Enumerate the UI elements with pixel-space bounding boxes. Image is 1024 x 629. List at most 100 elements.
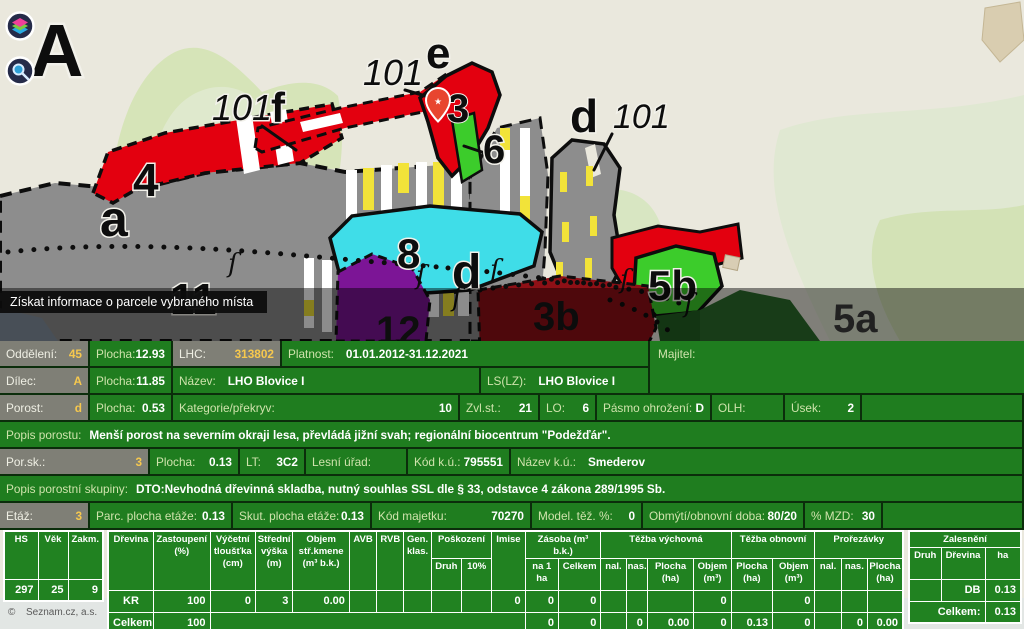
kod-majetku-cell: Kód majetku: 70270 <box>372 503 532 528</box>
zalesneni-row: DB 0.13 <box>908 578 1022 602</box>
lesni-urad-cell: Lesní úřad: <box>306 449 408 474</box>
map-label-e: e <box>426 29 450 78</box>
col-pr-nal: nal. <box>814 557 842 591</box>
species-row-kr: KR 100 0 3 0.00 0 0 0 0 0 <box>107 589 904 613</box>
copyright-icon: © <box>8 607 16 618</box>
map-pin-marker[interactable]: ★ <box>424 86 452 123</box>
porsk-cell: Por.sk.: 3 <box>0 449 150 474</box>
lhc-cell: LHC: 313802 <box>173 341 282 366</box>
oddeleni-cell: Oddělení: 45 <box>0 341 90 366</box>
map-label-5a: 5a <box>833 297 878 341</box>
col-vek: Věk <box>37 530 69 580</box>
parc-plocha-cell: Parc. plocha etáže: 0.13 <box>90 503 233 528</box>
row-etaz: Etáž: 3 Parc. plocha etáže: 0.13 Skut. plo… <box>0 503 1024 530</box>
map-label-f: f <box>271 84 286 131</box>
parcel-info-panel: Oddělení: 45 Plocha: 12.93 LHC: 313802 Plat… <box>0 341 1024 530</box>
nazev-ku-cell: Název k.ú.: Smederov <box>511 449 1024 474</box>
col-pr-plocha: Plocha (ha) <box>866 557 904 591</box>
row-popis-porostu: Popis porostu: Menší porost na severním o… <box>0 422 1024 449</box>
row-porsk: Por.sk.: 3 Plocha: 0.13 LT: 3C2 Lesní úřad:… <box>0 449 1024 476</box>
map-attribution: © Seznam.cz, a.s. <box>8 607 97 618</box>
col-zakm: Zakm. <box>67 530 104 580</box>
map-label-6: 6 <box>483 128 505 172</box>
porost-cell: Porost: d <box>0 395 90 420</box>
col-tv-plocha: Plocha (ha) <box>646 557 695 591</box>
popis-skupiny-cell: Popis porostní skupiny: DTO:Nevhodná dřev… <box>0 476 1024 501</box>
lt-cell: LT: 3C2 <box>240 449 306 474</box>
zalesneni-table: Zalesnění Druh Dřevina ha DB 0.13 Celkem… <box>908 530 1023 624</box>
majitel-cell: Majitel: <box>650 341 1024 395</box>
map-label-a: a <box>100 191 129 247</box>
map-labels: A a 4 11 101 f 101 e 3 6 8 d d 101 5b 3b… <box>28 7 879 354</box>
col-zal-drevina: Dřevina <box>940 546 986 580</box>
group-prorezavky: Prořezávky <box>814 530 904 559</box>
lslz-cell: LS(LZ): LHO Blovice I <box>481 368 650 393</box>
map-label-big-a: A <box>30 9 83 92</box>
col-na1ha: na 1 ha <box>524 557 559 591</box>
col-gen-klas: Gen. klas. <box>403 530 432 591</box>
pasmo-cell: Pásmo ohrožení: D <box>597 395 712 420</box>
plocha-dilec-cell: Plocha: 11.85 <box>90 368 173 393</box>
plocha-porost-cell: Plocha: 0.53 <box>90 395 173 420</box>
layers-button[interactable] <box>5 11 35 41</box>
col-vycetni: Výčetní tloušťka (cm) <box>209 530 256 591</box>
row3-spacer-cell <box>862 395 1024 420</box>
col-tv-nal: nal. <box>600 557 627 591</box>
col-zal-druh: Druh <box>908 546 942 580</box>
skut-plocha-cell: Skut. plocha etáže: 0.13 <box>233 503 372 528</box>
col-stredni: Střední výška (m) <box>254 530 294 591</box>
attribution-text: Seznam.cz, a.s. <box>26 607 97 618</box>
platnost-cell: Platnost: 01.01.2012-31.12.2021 <box>282 341 650 366</box>
yellow-dashes <box>556 166 597 282</box>
col-zastoupeni: Zastoupení (%) <box>152 530 211 591</box>
row7-spacer-cell <box>883 503 1024 528</box>
map-label-d-right: d <box>570 90 598 142</box>
col-pr-nas: nas. <box>840 557 868 591</box>
col-celkem: Celkem <box>557 557 602 591</box>
etaz-cell: Etáž: 3 <box>0 503 90 528</box>
stand-summary-table: HS Věk Zakm. 297 25 9 <box>3 530 104 602</box>
species-row-total: Celkem: 100 0 0 0 0.00 0 0.13 0 0 0.00 <box>107 611 904 629</box>
layers-icon <box>12 18 28 34</box>
map-label-5b: 5b <box>648 262 697 309</box>
zvlst-cell: Zvl.st.: 21 <box>460 395 540 420</box>
group-zalesneni: Zalesnění <box>908 530 1022 548</box>
col-objem-kmene: Objem stř.kmene (m³ b.k.) <box>292 530 350 591</box>
plocha-oddeleni-cell: Plocha: 12.93 <box>90 341 173 366</box>
group-zasoba: Zásoba (m³ b.k.) <box>524 530 602 559</box>
olh-cell: OLH: <box>712 395 785 420</box>
col-rvb: RVB <box>376 530 405 591</box>
map-label-d-cyan: d <box>452 246 481 299</box>
col-avb: AVB <box>348 530 378 591</box>
pin-star-icon: ★ <box>434 97 442 107</box>
kategorie-cell: Kategorie/překryv: 10 <box>173 395 460 420</box>
usek-cell: Úsek: 2 <box>785 395 862 420</box>
group-tezba-vychovna: Těžba výchovná <box>600 530 732 559</box>
row-popis-skupiny: Popis porostní skupiny: DTO:Nevhodná dřev… <box>0 476 1024 503</box>
col-tv-nas: nas. <box>625 557 648 591</box>
model-tez-cell: Model. těž. %: 0 <box>532 503 643 528</box>
map-label-101d-num: 101 <box>613 98 670 136</box>
group-tezba-obnovni: Těžba obnovní <box>730 530 816 559</box>
lo-cell: LO: 6 <box>540 395 597 420</box>
search-button[interactable] <box>5 56 35 86</box>
col-imise: Imise <box>491 530 526 591</box>
stand-summary-row: 297 25 9 <box>3 578 104 602</box>
col-to-objem: Objem (m³) <box>772 557 816 591</box>
search-icon <box>12 63 30 81</box>
row-porost: Porost: d Plocha: 0.53 Kategorie/překryv: 1… <box>0 395 1024 422</box>
group-poskozeni: Poškození <box>430 530 493 559</box>
col-posk-druh: Druh <box>430 557 462 591</box>
col-tv-objem: Objem (m³) <box>693 557 732 591</box>
map-label-3b: 3b <box>533 295 580 339</box>
nazev-cell: Název: LHO Blovice I <box>173 368 481 393</box>
map-label-3: 3 <box>447 87 469 131</box>
map-label-4: 4 <box>133 154 159 206</box>
map-label-8: 8 <box>397 230 420 277</box>
map-tooltip: Získat informace o parcele vybraného mís… <box>0 291 268 313</box>
plocha-porsk-cell: Plocha: 0.13 <box>150 449 240 474</box>
popis-porostu-cell: Popis porostu: Menší porost na severním o… <box>0 422 1024 447</box>
kod-ku-cell: Kód k.ú.: 795551 <box>408 449 511 474</box>
col-drevina: Dřevina <box>107 530 154 591</box>
